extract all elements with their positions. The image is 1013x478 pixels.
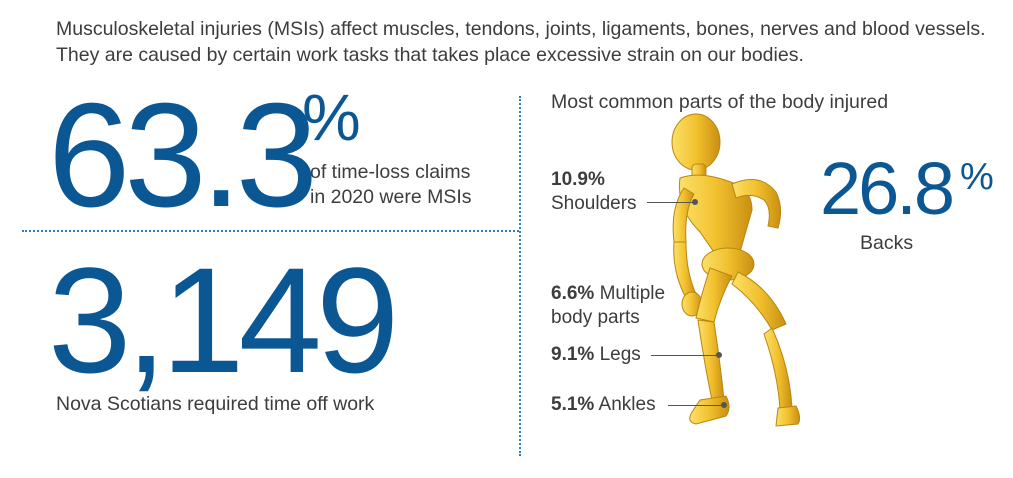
horizontal-divider xyxy=(22,230,519,232)
claims-percentage-value: 63.3 xyxy=(48,73,318,238)
claims-caption-line1: of time-loss claims xyxy=(310,161,471,183)
shoulders-marker xyxy=(692,199,698,205)
ankles-label: 5.1% Ankles xyxy=(551,393,656,417)
legs-value: 9.1% xyxy=(551,344,595,365)
mannequin-figure-icon xyxy=(671,113,801,427)
vertical-divider xyxy=(519,96,521,456)
shoulders-leader-line xyxy=(647,202,695,203)
multiple-value: 6.6% xyxy=(551,283,595,304)
legs-label: 9.1% Legs xyxy=(551,343,641,367)
ankles-text: Ankles xyxy=(598,394,656,415)
multiple-label: 6.6% Multiple body parts xyxy=(551,282,665,330)
claims-caption: of time-loss claims in 2020 were MSIs xyxy=(310,160,472,210)
backs-value: 26.8 xyxy=(820,147,955,230)
ankles-value: 5.1% xyxy=(551,394,595,415)
shoulders-label: 10.9% Shoulders xyxy=(551,168,637,216)
backs-label: Backs xyxy=(860,232,914,254)
claims-caption-line2: in 2020 were MSIs xyxy=(310,186,472,208)
people-count-caption: Nova Scotians required time off work xyxy=(56,393,375,415)
ankles-marker xyxy=(721,402,727,408)
shoulders-text: Shoulders xyxy=(551,193,637,214)
ankles-leader-line xyxy=(668,405,724,406)
intro-text: Musculoskeletal injuries (MSIs) affect m… xyxy=(56,18,986,66)
legs-leader-line xyxy=(651,355,719,356)
legs-marker xyxy=(716,352,722,358)
legs-text: Legs xyxy=(599,344,641,365)
backs-percent-sign: % xyxy=(960,156,994,198)
body-parts-title: Most common parts of the body injured xyxy=(551,91,889,113)
claims-percentage-sign: % xyxy=(302,80,361,154)
shoulders-value: 10.9% xyxy=(551,169,605,190)
multiple-text-line1: Multiple xyxy=(599,283,666,304)
people-count-value: 3,149 xyxy=(48,236,399,404)
multiple-text-line2: body parts xyxy=(551,307,640,328)
